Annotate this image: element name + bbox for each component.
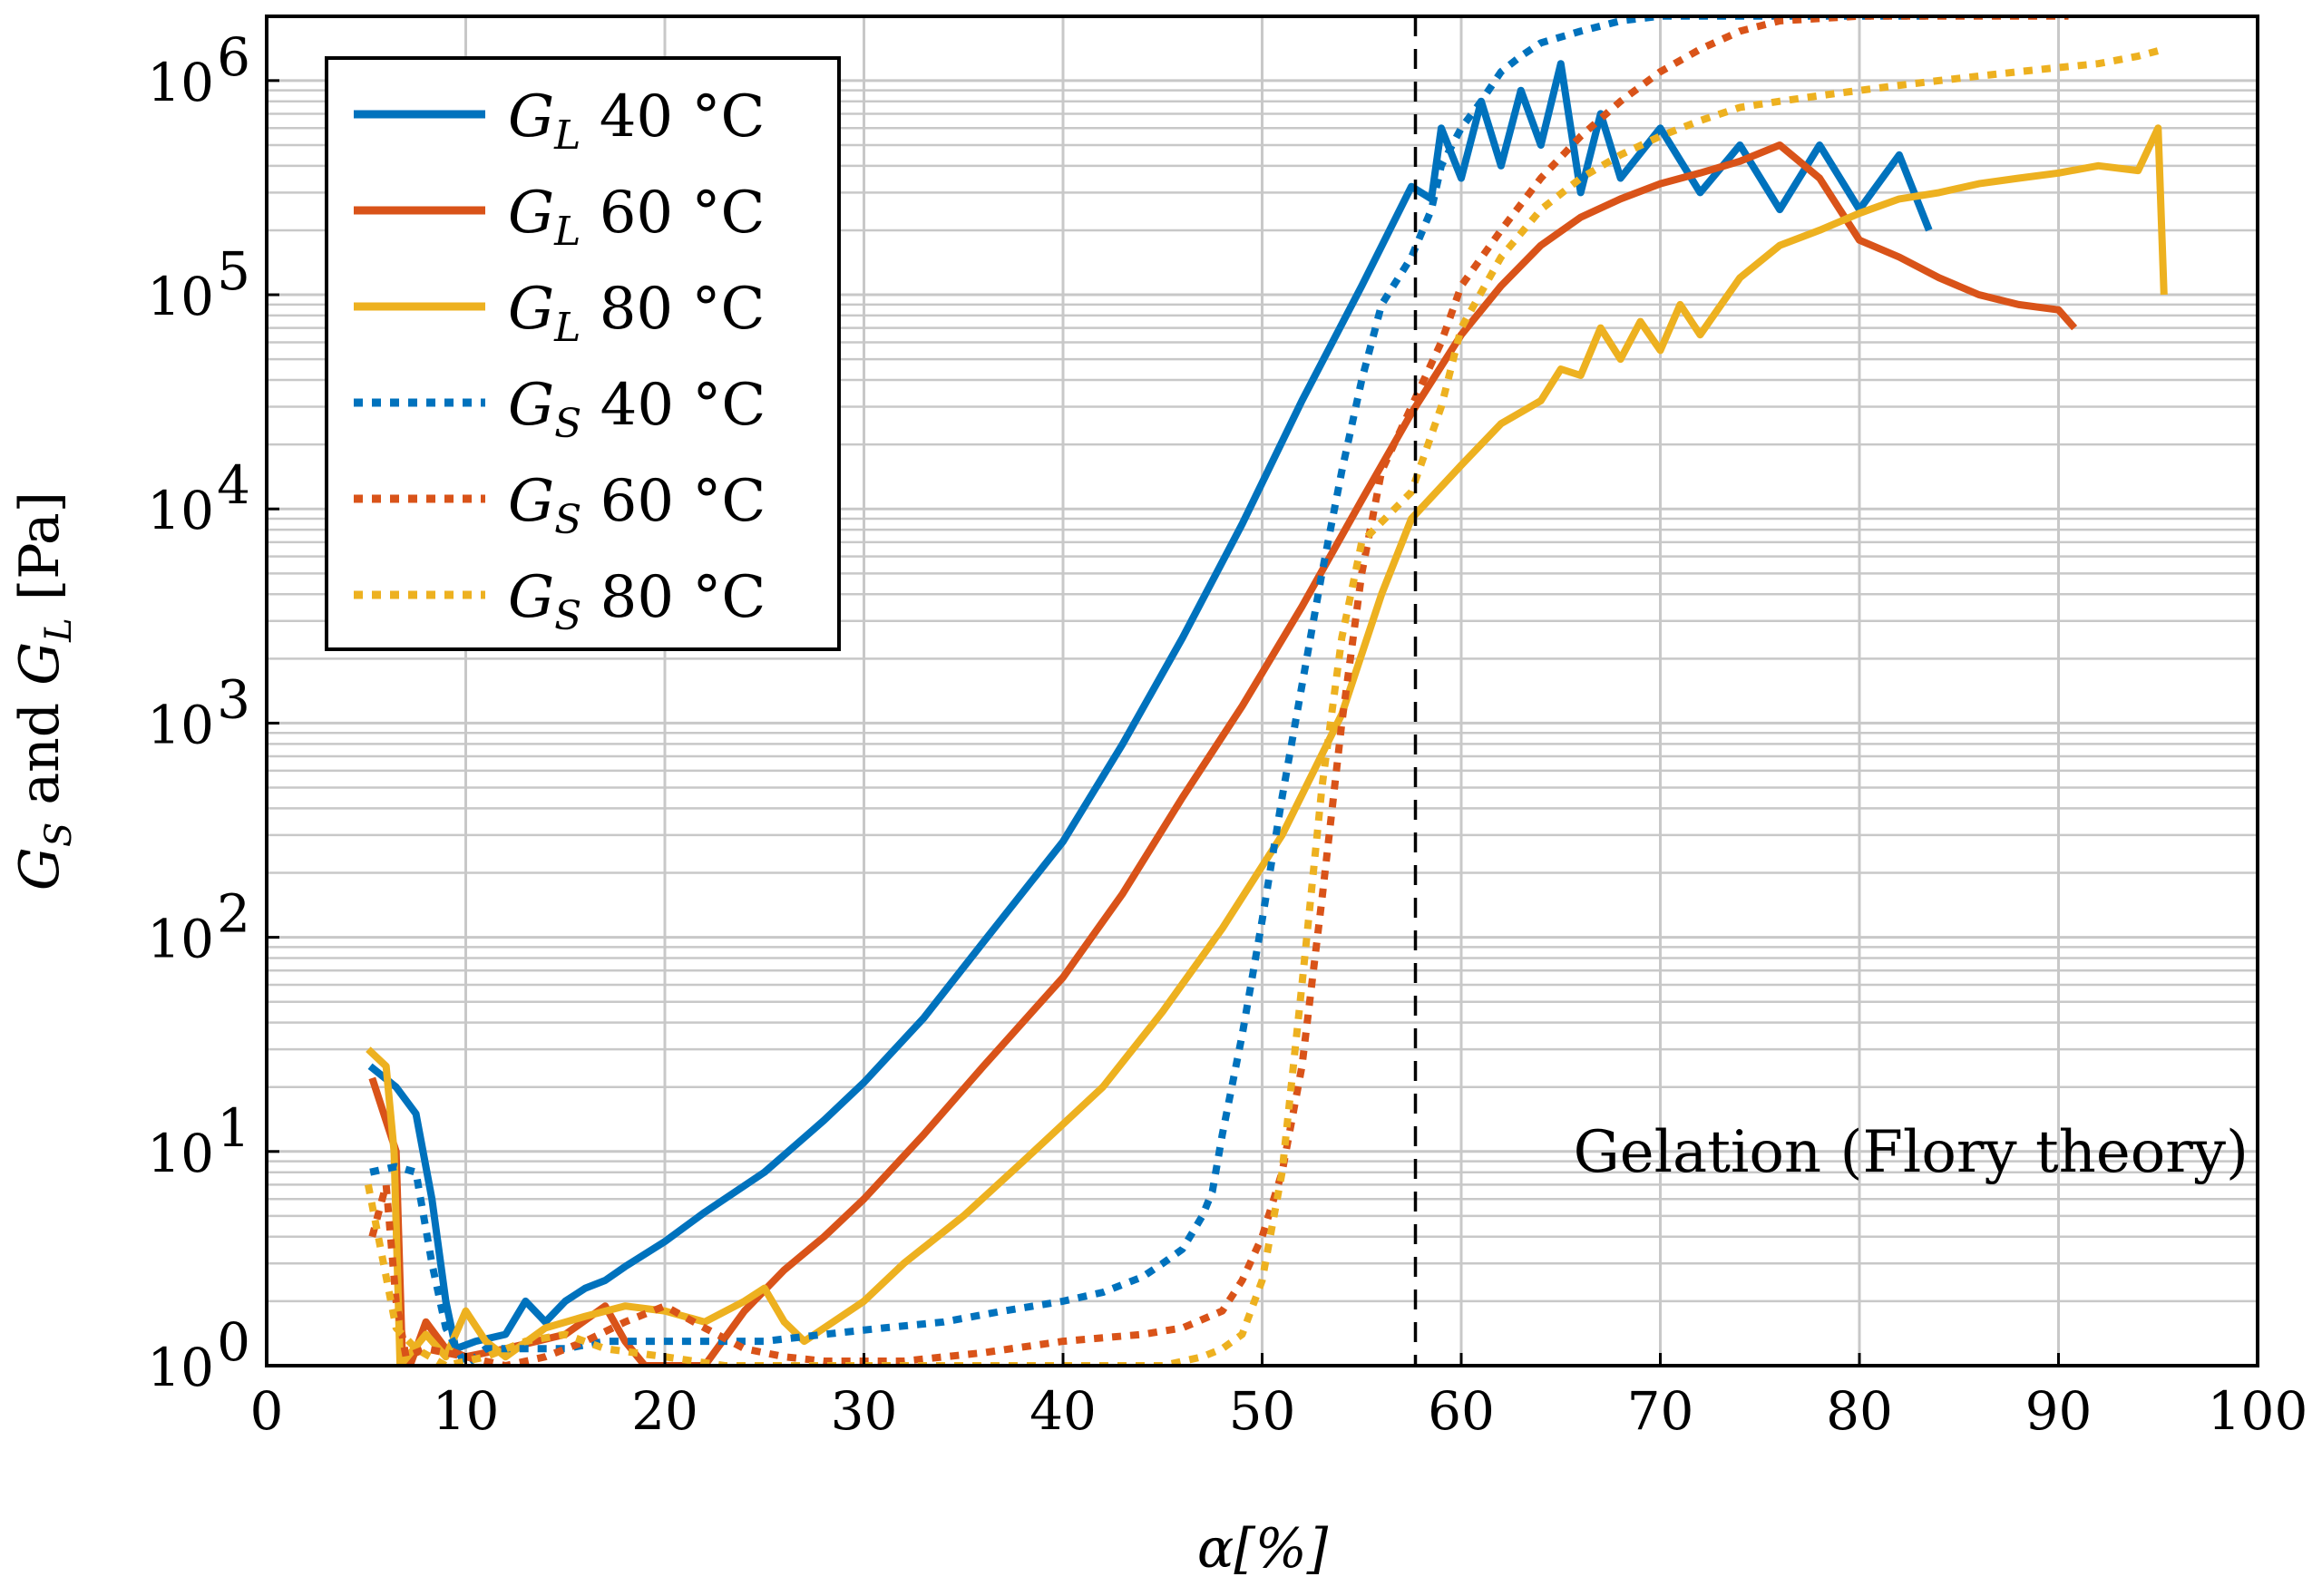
x-tick-label: 60 — [1428, 1380, 1495, 1442]
y-tick-label: 10 — [147, 694, 214, 755]
x-axis: 0 10 20 30 40 50 60 70 80 90 100 — [250, 1353, 2308, 1442]
x-tick-label: 100 — [2208, 1380, 2308, 1442]
x-tick-label: 0 — [250, 1380, 284, 1442]
legend-label-2: GL 60 °C — [508, 180, 765, 255]
y-tick-label: 10 — [147, 1337, 214, 1398]
legend-box — [325, 56, 841, 651]
y-tick-exponent: 2 — [217, 883, 250, 945]
x-tick-label: 90 — [2025, 1380, 2093, 1442]
series-layer — [364, 16, 2168, 1366]
y-tick-exponent: 4 — [217, 454, 250, 516]
y-tick-exponent: 1 — [217, 1097, 250, 1159]
series-line-3 — [366, 124, 2168, 1366]
x-tick-label: 10 — [433, 1380, 500, 1442]
y-tick-label: 10 — [147, 266, 214, 327]
series-line-5 — [368, 16, 2069, 1366]
y-axis-label: GS and GL [Pa] — [8, 491, 80, 890]
legend-label-6: GS 80 °C — [508, 564, 766, 639]
x-tick-label: 80 — [1826, 1380, 1893, 1442]
legend-label-5: GS 60 °C — [508, 468, 766, 543]
y-tick-exponent: 6 — [217, 26, 250, 88]
y-tick-label: 10 — [147, 480, 214, 541]
y-tick-exponent: 3 — [217, 668, 250, 730]
y-tick-label: 10 — [147, 52, 214, 113]
series-line-1 — [367, 60, 1933, 1353]
x-tick-label: 70 — [1627, 1380, 1694, 1442]
y-tick-exponent: 0 — [217, 1311, 250, 1373]
y-tick-exponent: 5 — [217, 240, 250, 302]
x-tick-label: 30 — [831, 1380, 898, 1442]
legend: GL 40 °C GL 60 °C GL 80 °C GS 40 °C GS 60 °C… — [325, 56, 841, 651]
legend-label-4: GS 40 °C — [508, 372, 766, 447]
x-axis-label: α[%] — [1197, 1517, 1329, 1581]
y-tick-label: 10 — [147, 909, 214, 970]
x-tick-label: 40 — [1029, 1380, 1097, 1442]
x-tick-label: 20 — [631, 1380, 698, 1442]
legend-label-1: GL 40 °C — [508, 83, 765, 159]
gelation-label: Gelation (Flory theory) — [1574, 1119, 2249, 1186]
x-tick-label: 50 — [1229, 1380, 1296, 1442]
y-tick-label: 10 — [147, 1123, 214, 1184]
legend-label-3: GL 80 °C — [508, 276, 765, 351]
series-line-6 — [364, 45, 2165, 1366]
